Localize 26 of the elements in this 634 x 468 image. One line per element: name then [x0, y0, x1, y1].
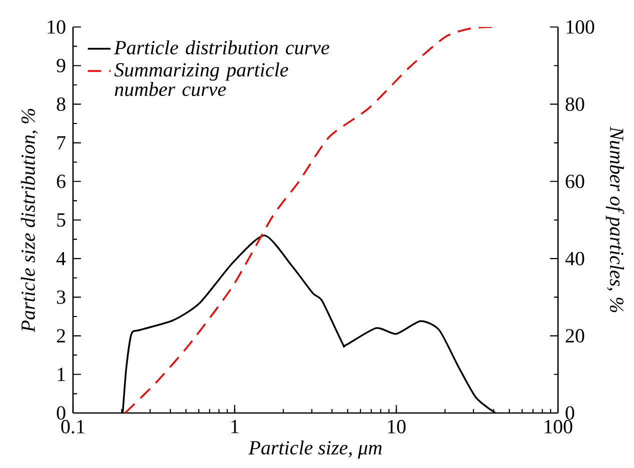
- y-tick-label: 4: [56, 252, 66, 266]
- y-axis-title: Particle size distribution, %: [20, 109, 38, 332]
- y2-tick-label: 40: [565, 252, 584, 266]
- y2-tick-label: 0: [566, 406, 574, 420]
- y-tick-label: 9: [56, 59, 66, 72]
- x-axis-title: Particle size, μm: [248, 440, 382, 459]
- x-tick-label: 10: [388, 420, 406, 434]
- y-tick-label: 8: [56, 98, 66, 112]
- y2-tick-label: 20: [566, 329, 584, 343]
- y-tick-label: 3: [57, 290, 66, 304]
- y-tick-label: 1: [58, 368, 65, 382]
- x-tick-label: 100: [544, 420, 572, 434]
- y-tick-label: 10: [48, 20, 66, 34]
- y-tick-label: 5: [57, 214, 66, 227]
- x-tick-label: 0.1: [61, 420, 84, 434]
- legend-label: Summarizing particle number curve: [114, 62, 288, 96]
- y2-axis-title: Number of particles, %: [606, 126, 624, 312]
- y-tick-label: 2: [56, 329, 65, 343]
- y2-tick-label: 60: [566, 174, 584, 188]
- y2-tick-label: 100: [566, 20, 594, 34]
- legend-label: Particle distribution curve: [114, 40, 330, 55]
- y-tick-label: 0: [56, 406, 66, 420]
- x-tick-label: 1: [231, 420, 238, 434]
- y2-tick-label: 80: [566, 98, 584, 112]
- y-tick-label: 7: [57, 136, 66, 150]
- y-tick-label: 6: [56, 174, 66, 188]
